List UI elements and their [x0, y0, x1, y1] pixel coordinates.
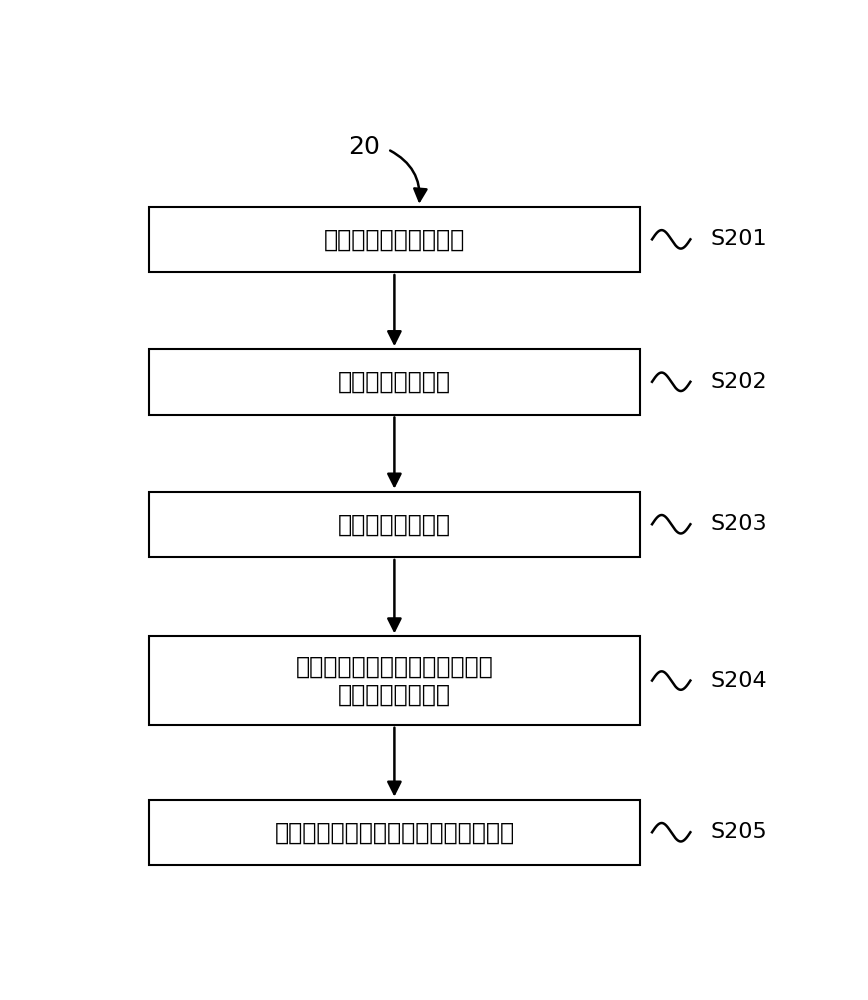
- Text: S205: S205: [711, 822, 767, 842]
- Text: 20: 20: [348, 135, 380, 159]
- Bar: [149, 800, 640, 865]
- Text: 根据身体状态信息，调节电热毯的温度: 根据身体状态信息，调节电热毯的温度: [274, 820, 515, 844]
- Text: 获取实时环境温度: 获取实时环境温度: [338, 370, 450, 394]
- Text: 获取身体状态信息: 获取身体状态信息: [338, 512, 450, 536]
- Text: 获取用户睡眠时间信息: 获取用户睡眠时间信息: [324, 227, 465, 251]
- Text: S201: S201: [711, 229, 767, 249]
- Text: 基于睡眠时间信息及环境温度，
开启或关闭电热毯: 基于睡眠时间信息及环境温度， 开启或关闭电热毯: [295, 655, 493, 706]
- Text: S202: S202: [711, 372, 767, 392]
- Bar: [149, 349, 640, 415]
- Text: S204: S204: [711, 671, 767, 691]
- FancyArrowPatch shape: [390, 151, 426, 201]
- Text: S203: S203: [711, 514, 767, 534]
- Bar: [149, 636, 640, 725]
- Bar: [149, 492, 640, 557]
- Bar: [149, 207, 640, 272]
